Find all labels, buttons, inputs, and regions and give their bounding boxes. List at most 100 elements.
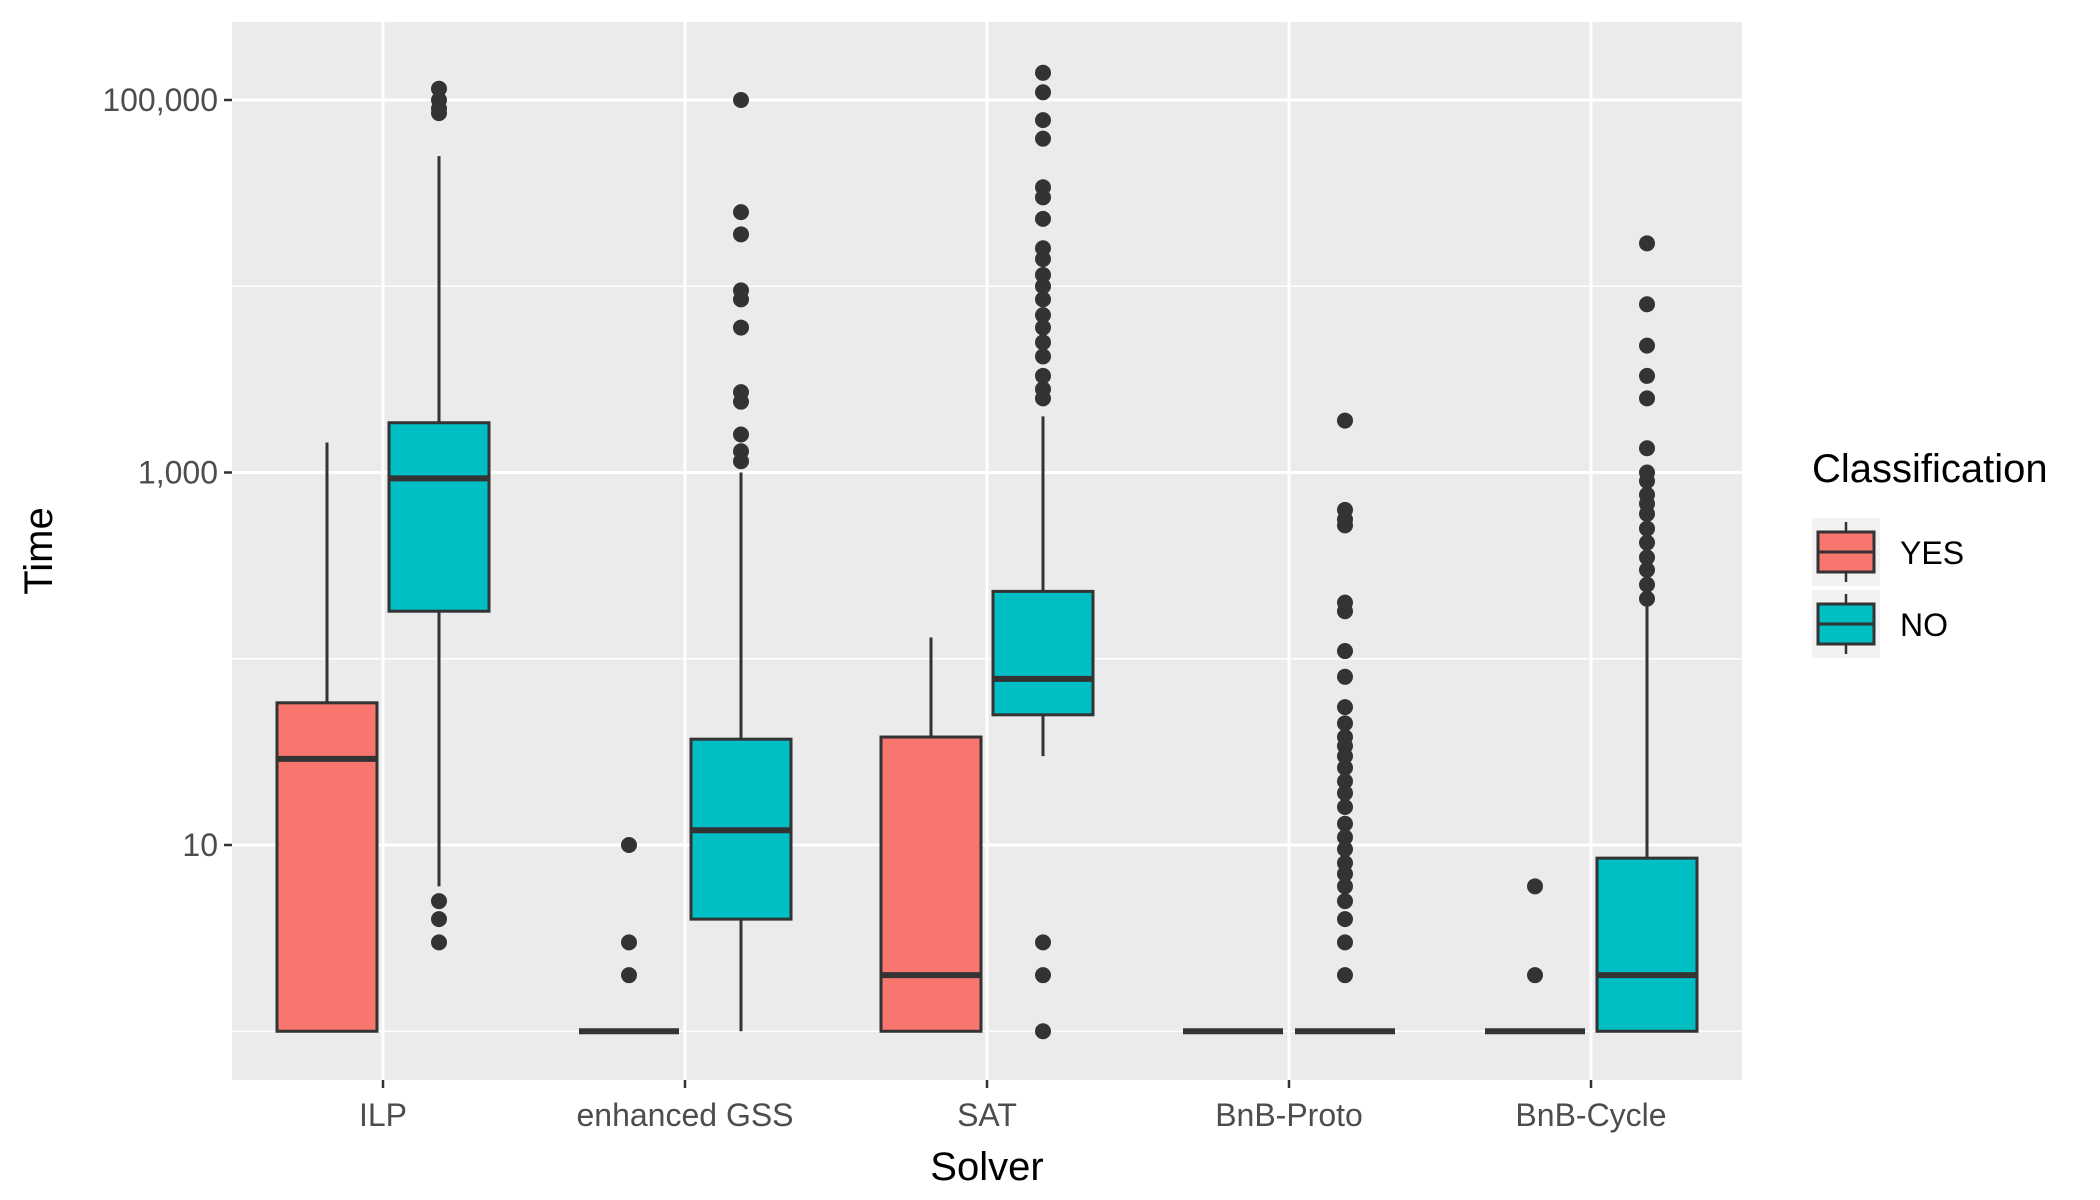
outlier-point: [1035, 390, 1051, 407]
outlier-point: [1035, 64, 1051, 81]
outlier-point: [1527, 967, 1543, 984]
outlier-point: [1639, 296, 1655, 313]
outlier-point: [733, 204, 749, 221]
outlier-point: [1337, 829, 1353, 846]
outlier-point: [1035, 1023, 1051, 1040]
outlier-point: [1337, 865, 1353, 882]
outlier-point: [1527, 878, 1543, 895]
x-axis-title: Solver: [930, 1145, 1043, 1189]
outlier-point: [1337, 668, 1353, 685]
outlier-point: [1639, 367, 1655, 384]
outlier-point: [1639, 534, 1655, 551]
outlier-point: [1337, 785, 1353, 802]
outlier-point: [1639, 561, 1655, 578]
outlier-point: [1337, 967, 1353, 984]
outlier-point: [733, 393, 749, 410]
outlier-point: [1337, 517, 1353, 534]
outlier-point: [1035, 130, 1051, 147]
y-tick-label: 1,000: [138, 455, 218, 491]
outlier-point: [621, 837, 637, 853]
outlier-point: [1337, 893, 1353, 910]
outlier-point: [733, 92, 749, 108]
outlier-point: [1639, 590, 1655, 607]
box-body: [991, 589, 1095, 717]
box-body: [1595, 856, 1699, 1033]
outlier-point: [1337, 934, 1353, 951]
outlier-point: [1639, 505, 1655, 522]
x-tick-label: BnB-Proto: [1215, 1097, 1363, 1133]
outlier-point: [1639, 337, 1655, 354]
box-yes-4: [1485, 878, 1585, 1035]
x-tick-label: BnB-Cycle: [1515, 1097, 1666, 1133]
box-no-1: [689, 92, 793, 1032]
outlier-point: [1337, 699, 1353, 716]
outlier-point: [1639, 473, 1655, 490]
outlier-point: [733, 426, 749, 443]
outlier-point: [1035, 967, 1051, 984]
outlier-point: [1337, 715, 1353, 732]
gridlines: [232, 22, 1742, 1080]
outlier-point: [1337, 798, 1353, 815]
outlier-point: [1337, 841, 1353, 858]
x-tick-label: enhanced GSS: [576, 1097, 793, 1133]
outlier-point: [1035, 319, 1051, 336]
outlier-point: [621, 967, 637, 984]
outlier-point: [1639, 390, 1655, 407]
y-axis: 10 1,000 100,000: [102, 82, 232, 863]
outlier-point: [1337, 815, 1353, 832]
outlier-point: [1035, 189, 1051, 206]
outlier-point: [1035, 348, 1051, 365]
box-body: [387, 421, 491, 613]
outlier-point: [1337, 748, 1353, 765]
outlier-point: [1035, 291, 1051, 308]
outlier-point: [1639, 549, 1655, 566]
outlier-point: [1337, 878, 1353, 895]
outlier-point: [431, 893, 447, 910]
outlier-point: [1639, 520, 1655, 537]
legend: Classification YES NO: [1812, 447, 2048, 658]
outlier-point: [431, 911, 447, 928]
outlier-point: [1035, 278, 1051, 295]
outlier-point: [1639, 576, 1655, 593]
box-no-0: [387, 80, 491, 951]
box-yes-1: [579, 837, 679, 1035]
x-tick-label: SAT: [957, 1097, 1017, 1133]
outlier-point: [1639, 440, 1655, 457]
outlier-point: [733, 291, 749, 308]
outlier-point: [1035, 112, 1051, 129]
outlier-point: [1639, 235, 1655, 252]
y-axis-title: Time: [17, 507, 61, 594]
outlier-point: [1337, 911, 1353, 928]
box-no-2: [991, 64, 1095, 1040]
outlier-point: [1337, 759, 1353, 776]
outlier-point: [431, 80, 447, 97]
legend-key-yes: YES: [1812, 518, 1964, 586]
outlier-point: [1035, 307, 1051, 324]
box-no-3: [1295, 412, 1395, 1035]
outlier-point: [1035, 367, 1051, 384]
box-body: [275, 701, 379, 1033]
outlier-point: [1337, 603, 1353, 620]
outlier-point: [733, 319, 749, 336]
legend-label: YES: [1900, 535, 1964, 571]
box-no-4: [1595, 235, 1699, 1033]
outlier-point: [733, 453, 749, 470]
outlier-point: [1035, 334, 1051, 351]
x-tick-label: ILP: [359, 1097, 407, 1133]
outlier-point: [1035, 84, 1051, 101]
outlier-point: [1035, 934, 1051, 951]
box-layer: [275, 64, 1699, 1040]
outlier-point: [621, 934, 637, 951]
outlier-point: [431, 934, 447, 951]
outlier-point: [1035, 251, 1051, 268]
legend-title: Classification: [1812, 447, 2048, 491]
outlier-point: [1337, 643, 1353, 660]
box-yes-0: [275, 442, 379, 1033]
box-yes-2: [879, 637, 983, 1033]
x-axis: ILP enhanced GSS SAT BnB-Proto BnB-Cycle: [359, 1080, 1667, 1133]
legend-label: NO: [1900, 607, 1948, 643]
outlier-point: [431, 105, 447, 122]
outlier-point: [1337, 773, 1353, 790]
y-tick-label: 100,000: [102, 82, 218, 118]
